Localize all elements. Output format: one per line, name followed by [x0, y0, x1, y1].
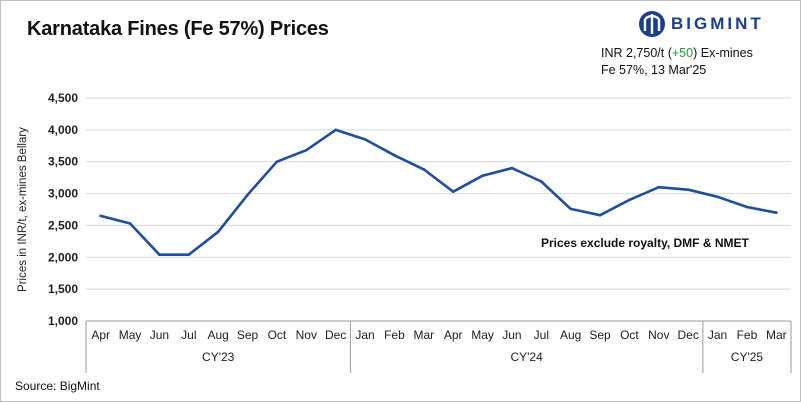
chart-title: Karnataka Fines (Fe 57%) Prices [27, 18, 329, 40]
data-point [716, 195, 719, 199]
x-tick-label: May [119, 328, 142, 342]
x-tick-label: Jan [355, 328, 374, 342]
data-point [569, 207, 572, 211]
price-suffix: ) Ex-mines [693, 46, 753, 60]
data-point [775, 211, 778, 214]
x-group-label: CY'23 [202, 350, 235, 364]
x-tick-label: Feb [384, 328, 405, 342]
y-tick-label: 4,500 [48, 91, 78, 105]
x-tick-label: Mar [766, 328, 787, 342]
price-info: INR 2,750/t (+50) Ex-mines Fe 57%, 13 Ma… [601, 45, 753, 79]
data-point [334, 128, 337, 132]
x-tick-label: Aug [208, 328, 229, 342]
x-tick-label: May [471, 328, 494, 342]
x-tick-label: Jul [534, 328, 549, 342]
x-tick-label: Mar [413, 328, 434, 342]
line-chart: 1,000 1,500 2,000 2,500 3,000 3,500 4,000 4,500… [17, 91, 792, 373]
data-point [481, 174, 484, 178]
data-point [128, 222, 132, 225]
price-prefix: INR 2,750/t ( [601, 46, 672, 60]
x-tick-label: Sep [237, 328, 259, 342]
x-tick-label: Sep [589, 328, 611, 342]
data-point [216, 230, 220, 234]
data-point [422, 168, 426, 171]
price-subline: Fe 57%, 13 Mar'25 [601, 63, 707, 77]
x-group-label: CY'25 [731, 350, 764, 364]
source-note: Source: BigMint [15, 379, 100, 393]
brand-logo: BIGMINT [637, 9, 787, 39]
x-tick-label: Nov [296, 328, 317, 342]
data-point [275, 160, 279, 164]
x-tick-label: Jul [181, 328, 196, 342]
data-point [246, 193, 249, 197]
data-point [628, 198, 631, 202]
x-group-label: CY'24 [510, 350, 543, 364]
y-tick-label: 3,500 [48, 155, 78, 169]
x-tick-label: Aug [560, 328, 581, 342]
x-tick-label: Nov [648, 328, 669, 342]
bigmint-logo-icon [639, 11, 665, 37]
data-point [598, 213, 602, 217]
x-tick-label: Jan [708, 328, 727, 342]
data-point [686, 188, 690, 192]
x-tick-label: Dec [325, 328, 346, 342]
data-point [363, 138, 367, 141]
data-point [745, 205, 749, 209]
data-point [305, 148, 308, 152]
data-point [510, 166, 514, 170]
x-tick-label: Jun [502, 328, 521, 342]
x-tick-label: Oct [268, 328, 287, 342]
y-tick-label: 4,000 [48, 123, 78, 137]
x-tick-label: Apr [444, 328, 463, 342]
y-tick-label: 2,000 [48, 250, 78, 264]
data-point [451, 190, 455, 193]
price-line: INR 2,750/t (+50) Ex-mines [601, 45, 753, 62]
data-point [657, 185, 661, 189]
y-axis-label: Prices in INR/t, ex-mines Bellary [17, 127, 29, 292]
y-tick-label: 1,000 [48, 314, 78, 328]
price-change: +50 [671, 46, 694, 60]
chart-annotation: Prices exclude royalty, DMF & NMET [541, 236, 750, 250]
data-point [99, 214, 102, 218]
y-tick-label: 3,000 [48, 187, 78, 201]
data-point [187, 253, 191, 257]
data-point [393, 154, 396, 157]
x-tick-label: Jun [150, 328, 169, 342]
x-tick-label: Dec [678, 328, 699, 342]
data-point [158, 253, 161, 257]
data-point [540, 180, 543, 183]
x-tick-label: Feb [737, 328, 758, 342]
brand-name: BIGMINT [671, 14, 764, 33]
x-tick-label: Apr [91, 328, 110, 342]
x-tick-label: Oct [620, 328, 639, 342]
price-series-line [99, 128, 778, 256]
y-tick-label: 1,500 [48, 282, 78, 296]
y-tick-label: 2,500 [48, 218, 78, 232]
